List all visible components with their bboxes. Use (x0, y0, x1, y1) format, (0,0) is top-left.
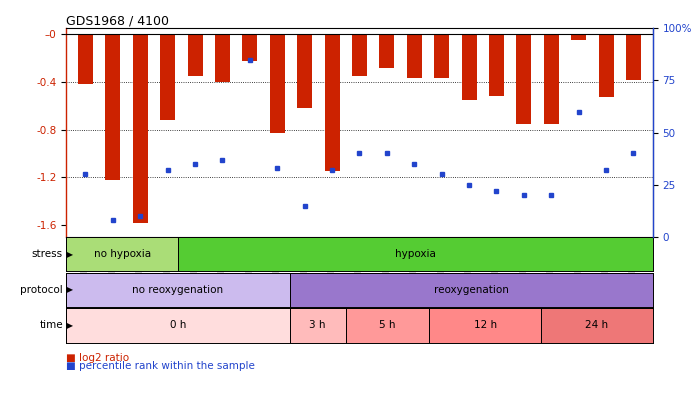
Bar (178, 237, 653, 271)
Text: ▶: ▶ (64, 249, 73, 259)
Text: reoxygenation: reoxygenation (433, 285, 509, 295)
Bar (188, 34, 202, 76)
Text: ■ log2 ratio: ■ log2 ratio (66, 353, 129, 363)
Text: 12 h: 12 h (473, 320, 497, 330)
Bar (105, 34, 121, 180)
Text: protocol: protocol (20, 285, 63, 295)
Bar (429, 308, 541, 343)
Bar (541, 308, 653, 343)
Bar (346, 308, 429, 343)
Bar (598, 34, 614, 98)
Bar (66, 237, 178, 271)
Text: 3 h: 3 h (309, 320, 326, 330)
Text: stress: stress (31, 249, 63, 259)
Text: time: time (39, 320, 63, 330)
Bar (352, 34, 367, 76)
Bar (571, 34, 586, 40)
Text: no reoxygenation: no reoxygenation (133, 285, 223, 295)
Text: 5 h: 5 h (379, 320, 396, 330)
Bar (133, 34, 148, 223)
Bar (626, 34, 641, 80)
Bar (461, 34, 477, 100)
Text: GDS1968 / 4100: GDS1968 / 4100 (66, 14, 170, 27)
Bar (379, 34, 394, 68)
Bar (517, 34, 531, 124)
Bar (66, 308, 290, 343)
Text: hypoxia: hypoxia (395, 249, 436, 259)
Bar (66, 273, 290, 307)
Bar (489, 34, 504, 96)
Bar (160, 34, 175, 120)
Bar (242, 34, 258, 60)
Bar (269, 34, 285, 133)
Text: ▶: ▶ (64, 285, 73, 294)
Bar (78, 34, 93, 84)
Text: 24 h: 24 h (585, 320, 609, 330)
Text: ■ percentile rank within the sample: ■ percentile rank within the sample (66, 361, 255, 371)
Bar (297, 34, 312, 108)
Bar (434, 34, 450, 79)
Bar (215, 34, 230, 82)
Bar (290, 308, 346, 343)
Bar (325, 34, 340, 171)
Bar (544, 34, 559, 124)
Bar (290, 273, 653, 307)
Text: no hypoxia: no hypoxia (94, 249, 151, 259)
Text: 0 h: 0 h (170, 320, 186, 330)
Text: ▶: ▶ (64, 321, 73, 330)
Bar (407, 34, 422, 79)
